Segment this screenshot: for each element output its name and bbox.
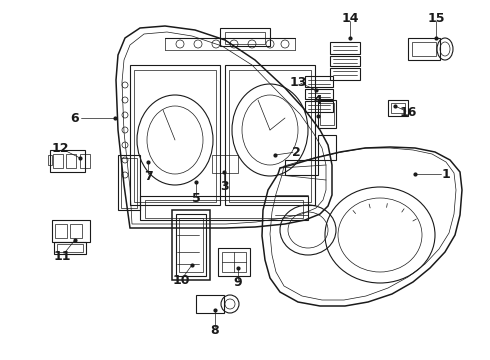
Text: 3: 3: [220, 180, 228, 193]
Text: 14: 14: [341, 12, 359, 24]
Bar: [55, 224, 67, 238]
Bar: [121, 158, 137, 208]
Bar: [412, 42, 436, 56]
Text: 11: 11: [53, 249, 71, 262]
Bar: [145, 200, 303, 218]
Bar: [52, 220, 90, 242]
Bar: [176, 214, 206, 276]
Bar: [225, 65, 315, 205]
Bar: [305, 89, 333, 99]
Bar: [48, 155, 52, 165]
Text: 6: 6: [71, 112, 79, 125]
Text: 1: 1: [441, 167, 450, 180]
Bar: [388, 100, 408, 116]
Bar: [318, 100, 336, 128]
Text: 15: 15: [427, 12, 445, 24]
Bar: [54, 242, 86, 254]
Bar: [391, 103, 405, 113]
Bar: [130, 65, 220, 205]
Bar: [118, 155, 140, 210]
Bar: [57, 244, 83, 252]
Bar: [229, 70, 311, 202]
Bar: [318, 135, 336, 160]
Bar: [179, 218, 203, 272]
Bar: [330, 68, 360, 80]
Bar: [140, 196, 308, 220]
Text: 10: 10: [172, 274, 190, 287]
Text: 8: 8: [211, 324, 220, 337]
Bar: [220, 28, 270, 46]
Bar: [305, 101, 333, 112]
Bar: [320, 103, 334, 125]
Bar: [222, 252, 246, 272]
Text: 12: 12: [51, 141, 69, 154]
Bar: [70, 224, 82, 238]
Bar: [66, 154, 76, 168]
Text: 5: 5: [192, 192, 200, 204]
Bar: [225, 32, 265, 44]
Bar: [172, 210, 210, 280]
Text: 9: 9: [234, 275, 243, 288]
Bar: [305, 76, 333, 87]
Bar: [212, 155, 238, 173]
Bar: [80, 154, 90, 168]
Bar: [218, 248, 250, 276]
Text: 4: 4: [314, 94, 322, 107]
Bar: [53, 154, 63, 168]
Bar: [330, 42, 360, 54]
Bar: [408, 38, 440, 60]
Text: 7: 7: [144, 170, 152, 183]
Bar: [134, 70, 216, 202]
Text: 13: 13: [289, 76, 307, 89]
Text: 16: 16: [399, 105, 416, 118]
Text: 2: 2: [292, 145, 300, 158]
Bar: [330, 56, 360, 66]
Bar: [50, 150, 85, 172]
Bar: [196, 295, 224, 313]
